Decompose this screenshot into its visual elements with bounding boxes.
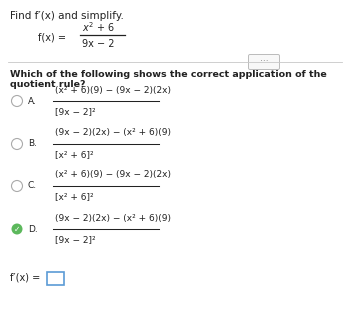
Text: (x² + 6)(9) − (9x − 2)(2x): (x² + 6)(9) − (9x − 2)(2x) — [55, 170, 171, 180]
Text: Which of the following shows the correct application of the quotient rule?: Which of the following shows the correct… — [10, 70, 327, 89]
FancyBboxPatch shape — [47, 271, 64, 285]
Text: [x² + 6]²: [x² + 6]² — [55, 151, 94, 160]
Circle shape — [12, 95, 22, 107]
Text: A.: A. — [28, 97, 37, 106]
Text: f(x) =: f(x) = — [38, 32, 66, 42]
FancyBboxPatch shape — [248, 55, 280, 70]
Circle shape — [12, 181, 22, 191]
Text: [x² + 6]²: [x² + 6]² — [55, 192, 94, 202]
Text: [9x − 2]²: [9x − 2]² — [55, 108, 96, 116]
Circle shape — [12, 224, 22, 234]
Text: [9x − 2]²: [9x − 2]² — [55, 235, 96, 244]
Text: ···: ··· — [260, 57, 268, 66]
Text: B.: B. — [28, 139, 37, 149]
Text: (9x − 2)(2x) − (x² + 6)(9): (9x − 2)(2x) − (x² + 6)(9) — [55, 213, 171, 222]
Text: (9x − 2)(2x) − (x² + 6)(9): (9x − 2)(2x) − (x² + 6)(9) — [55, 129, 171, 137]
Text: C.: C. — [28, 182, 37, 190]
Text: D.: D. — [28, 225, 38, 234]
Text: ✓: ✓ — [14, 225, 20, 234]
Text: (x² + 6)(9) − (9x − 2)(2x): (x² + 6)(9) − (9x − 2)(2x) — [55, 85, 171, 94]
Text: $x^2$ + 6: $x^2$ + 6 — [82, 20, 115, 34]
Text: Find f′(x) and simplify.: Find f′(x) and simplify. — [10, 11, 124, 21]
Text: 9x − 2: 9x − 2 — [82, 39, 114, 49]
Circle shape — [12, 138, 22, 150]
Text: f′(x) =: f′(x) = — [10, 273, 40, 283]
